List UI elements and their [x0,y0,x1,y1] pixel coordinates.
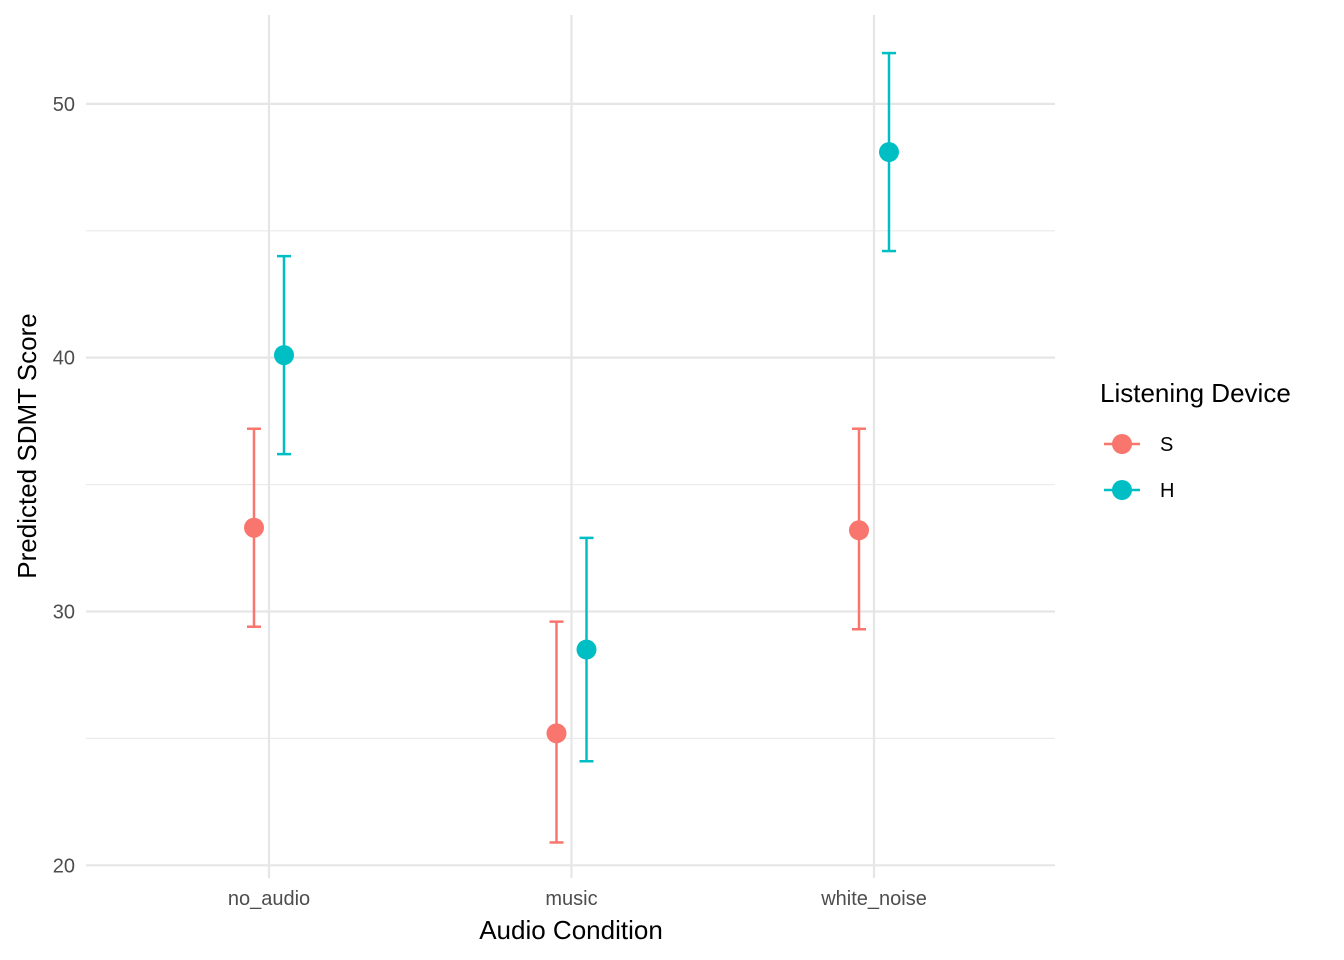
legend-key-point [1112,434,1132,454]
y-axis-title: Predicted SDMT Score [12,313,42,578]
x-axis-title: Audio Condition [479,915,663,945]
x-tick-labels: no_audio music white_noise [228,888,927,910]
y-tick-label: 40 [53,348,75,370]
y-tick-label: 30 [53,601,75,623]
data-point [849,520,869,541]
grid-major [86,15,1055,878]
data-point [879,142,899,163]
x-tick-label: white_noise [820,888,927,910]
data-point [576,639,597,660]
y-tick-labels: 20 30 40 50 [53,94,75,877]
y-tick-label: 50 [53,94,75,116]
data-point [546,723,567,744]
legend: Listening Device S H [1100,378,1291,502]
legend-label: S [1160,434,1173,456]
y-tick-label: 20 [53,855,75,877]
marks [244,51,899,844]
legend-title: Listening Device [1100,378,1291,408]
x-tick-label: no_audio [228,888,310,910]
legend-label: H [1160,480,1174,502]
data-point [244,517,264,538]
legend-key-point [1112,480,1132,500]
data-point [274,345,294,366]
x-tick-label: music [545,888,597,910]
